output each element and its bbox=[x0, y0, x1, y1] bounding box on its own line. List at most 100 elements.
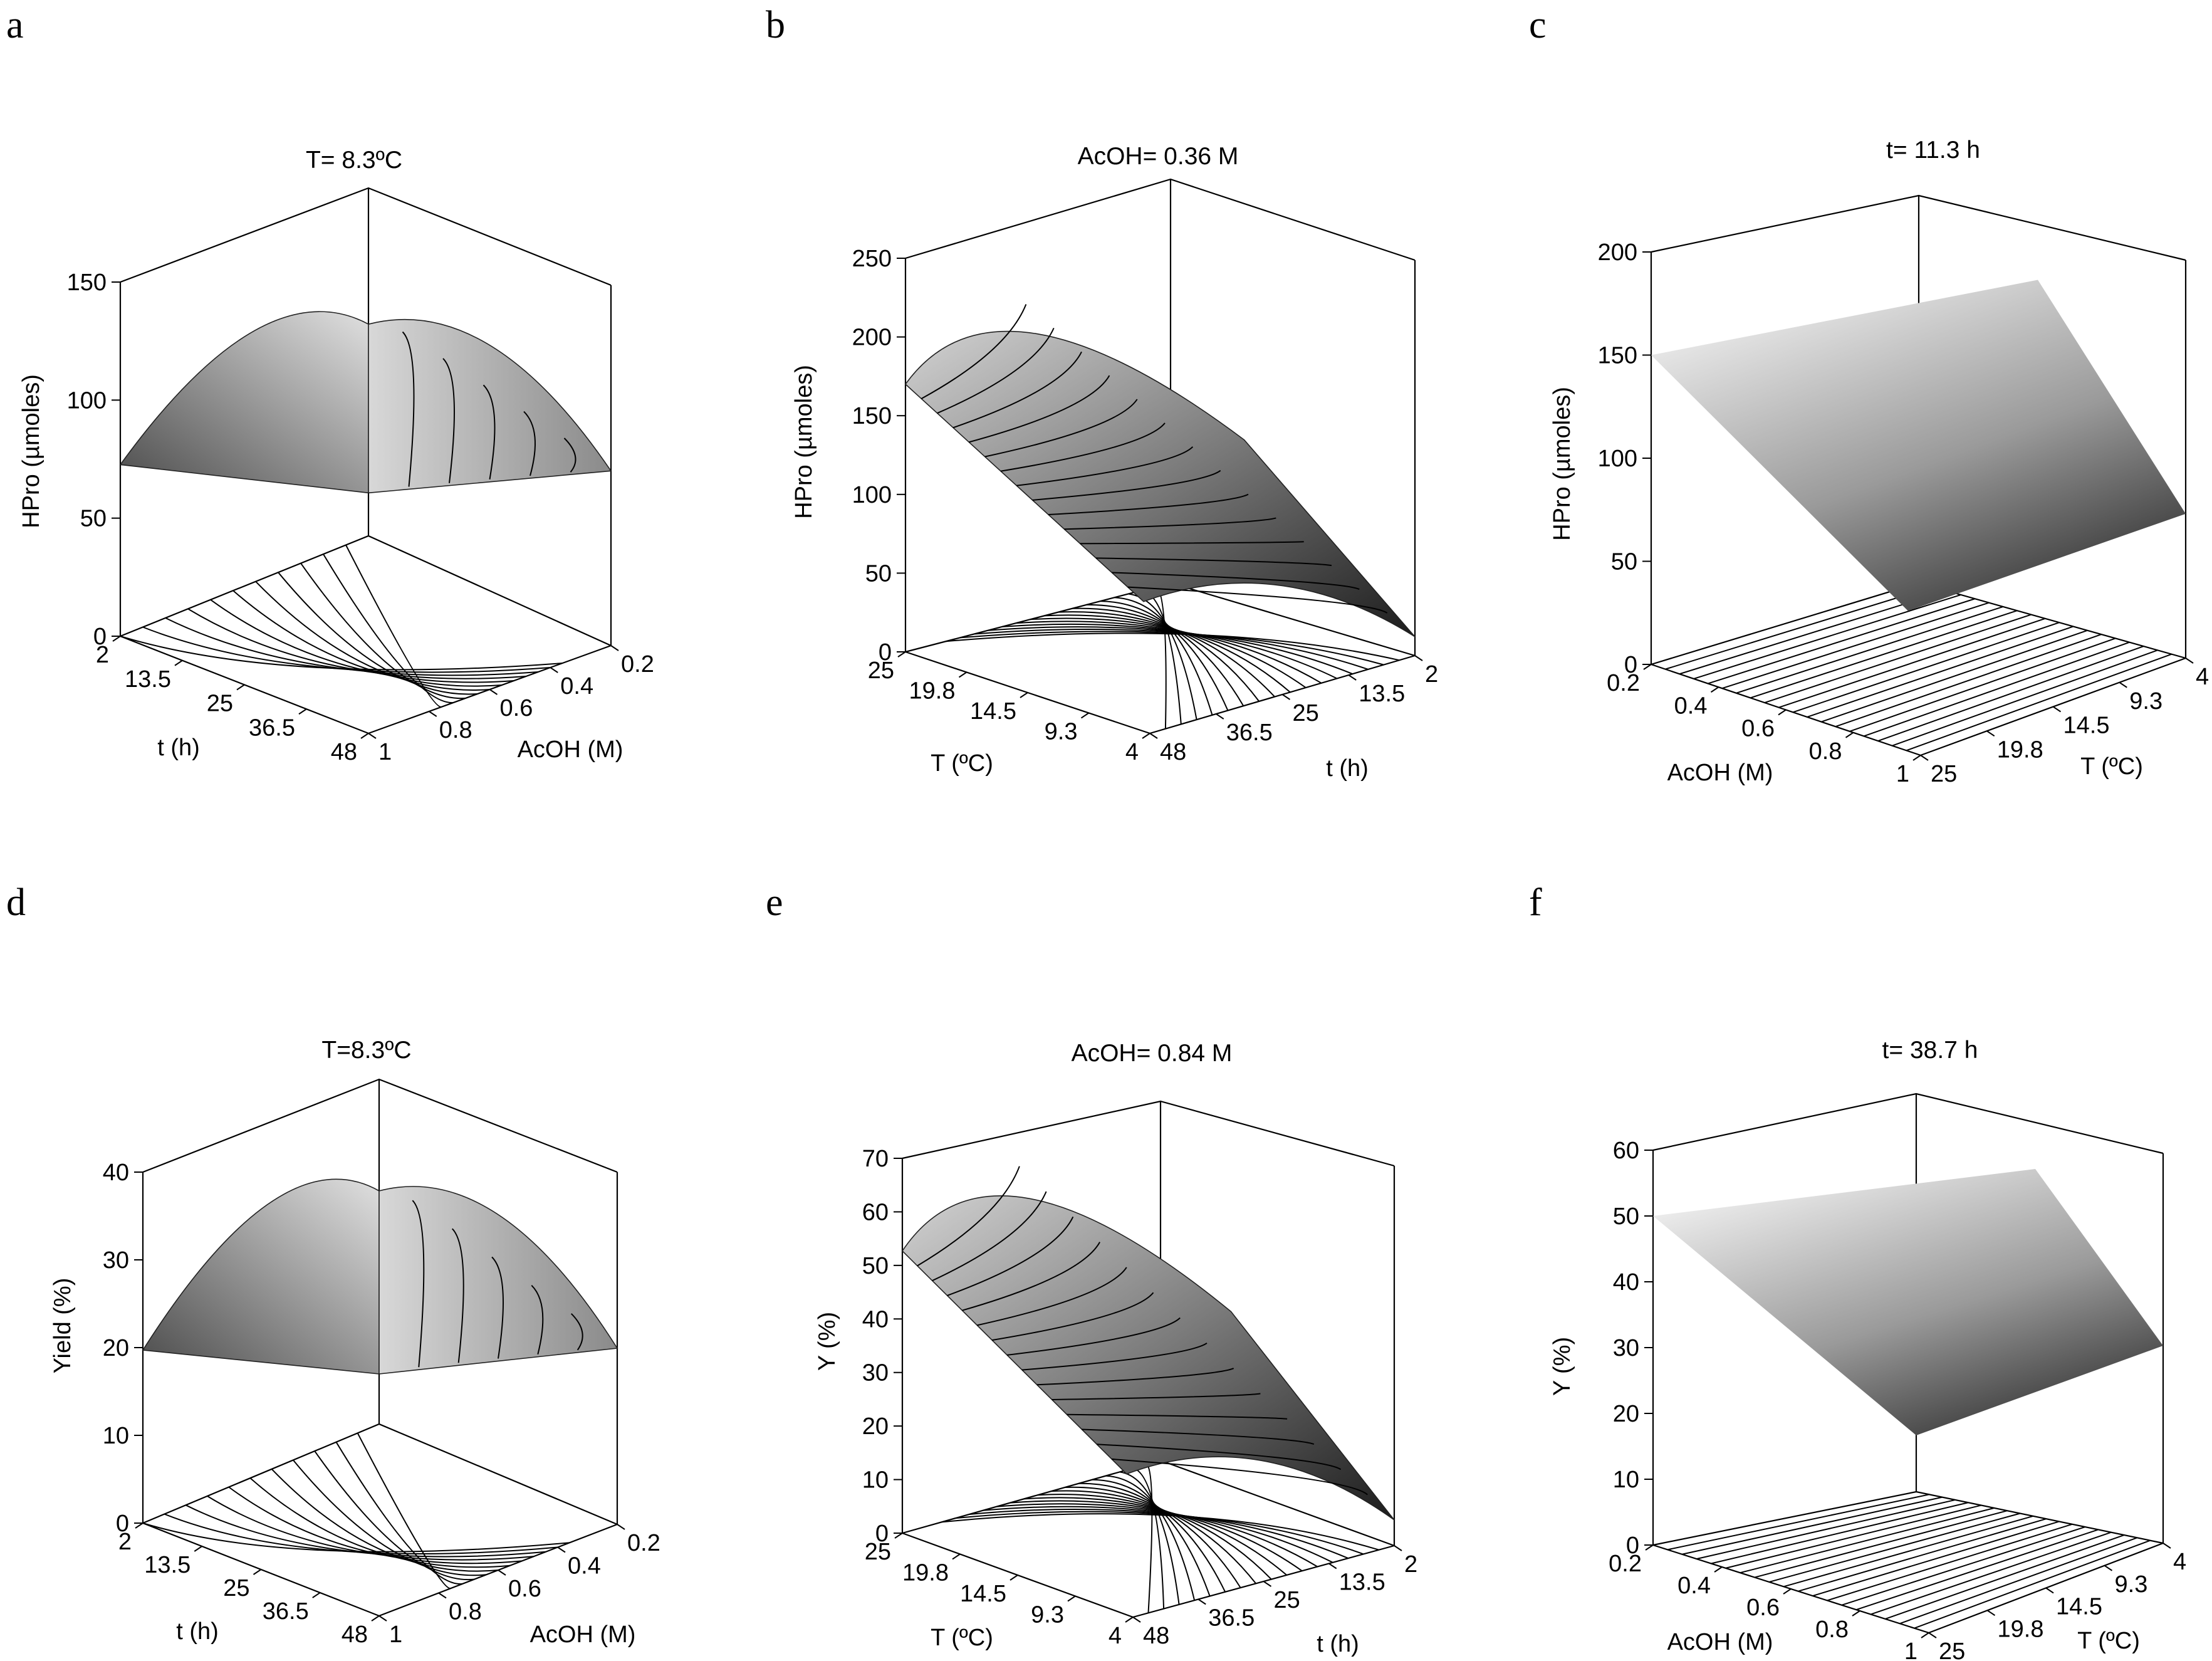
z-tick-label: 150 bbox=[852, 403, 892, 429]
left-axis-label: T (ºC) bbox=[931, 1625, 993, 1651]
z-tick-label: 20 bbox=[862, 1413, 889, 1440]
right-axis-tick-label: 0.4 bbox=[568, 1553, 601, 1580]
right-axis-tick-mark bbox=[2052, 706, 2062, 713]
contour-line bbox=[120, 636, 563, 671]
contour-line bbox=[210, 599, 514, 683]
right-axis-tick-label: 19.8 bbox=[1998, 1616, 2044, 1642]
floor-contours bbox=[142, 1432, 570, 1590]
right-axis-tick-mark bbox=[1216, 713, 1224, 720]
right-axis-tick-label: 1 bbox=[389, 1622, 402, 1648]
surface-contour bbox=[1112, 572, 1360, 590]
surface-contour bbox=[1036, 1368, 1234, 1386]
z-tick-label: 50 bbox=[862, 1253, 889, 1279]
z-tick-label: 50 bbox=[1611, 549, 1637, 575]
contour-line bbox=[1914, 1539, 2151, 1629]
contour-line bbox=[941, 1513, 1379, 1551]
left-axis-tick-mark bbox=[1783, 1588, 1792, 1595]
left-axis-tick-mark bbox=[1645, 1544, 1654, 1551]
right-axis-tick-label: 25 bbox=[1931, 761, 1957, 787]
right-axis-tick-label: 36.5 bbox=[1226, 720, 1273, 746]
contour-line bbox=[271, 1469, 499, 1572]
surface-contour bbox=[451, 1228, 464, 1363]
left-axis-tick-mark bbox=[1643, 664, 1652, 670]
z-axis-label: HPro (µmoles) bbox=[18, 374, 44, 528]
contour-line bbox=[1855, 1529, 2099, 1611]
floor-front-edges bbox=[120, 635, 612, 735]
left-axis-tick-label: 36.5 bbox=[263, 1598, 309, 1625]
surface-left-face bbox=[142, 1178, 380, 1375]
right-axis-tick-label: 4 bbox=[2196, 664, 2209, 690]
z-tick-label: 250 bbox=[852, 246, 892, 272]
surface-contour bbox=[917, 1166, 1020, 1267]
response-surface bbox=[1653, 1169, 2163, 1435]
right-axis-tick-mark bbox=[1328, 1563, 1337, 1569]
right-axis-tick-mark bbox=[1281, 694, 1291, 700]
right-axis-tick-label: 0.6 bbox=[500, 695, 533, 721]
contour-line bbox=[1849, 637, 2116, 732]
right-axis-tick-mark bbox=[2104, 1564, 2113, 1571]
right-axis-tick-mark bbox=[610, 645, 619, 651]
left-axis-tick-mark bbox=[360, 733, 369, 739]
left-axis-tick-label: 0.8 bbox=[1809, 738, 1842, 765]
left-axis-tick-mark bbox=[1921, 1632, 1929, 1638]
left-axis-tick-mark bbox=[1845, 731, 1854, 738]
left-axis-tick-label: 9.3 bbox=[1031, 1602, 1064, 1628]
right-axis-tick-mark bbox=[2162, 1543, 2171, 1549]
right-axis-tick-mark bbox=[1394, 1545, 1402, 1551]
contour-line bbox=[1133, 1467, 1165, 1609]
left-axis-tick-label: 1 bbox=[1896, 761, 1909, 787]
panel-letter: b bbox=[766, 4, 785, 46]
left-axis-tick-mark bbox=[1125, 1616, 1134, 1623]
right-axis-label: AcOH (M) bbox=[530, 1622, 636, 1648]
left-axis-tick-mark bbox=[1714, 1566, 1723, 1573]
panel-a: a T= 8.3ºC HPro (µmoles) t (h) AcOH (M) … bbox=[6, 4, 654, 765]
right-axis-tick-label: 13.5 bbox=[1339, 1569, 1385, 1596]
z-tick-label: 30 bbox=[862, 1360, 889, 1386]
response-surface bbox=[119, 311, 612, 494]
right-axis-tick-mark bbox=[1986, 730, 1995, 737]
panel-title: AcOH= 0.84 M bbox=[1072, 1040, 1233, 1067]
right-axis-tick-mark bbox=[1348, 674, 1357, 681]
contour-line bbox=[1696, 1499, 1956, 1560]
contour-line bbox=[207, 1496, 535, 1561]
surface-contour bbox=[1032, 469, 1221, 501]
box-top-edges bbox=[120, 187, 612, 286]
right-axis-tick-label: 48 bbox=[1143, 1623, 1169, 1649]
surface-contour bbox=[977, 1267, 1127, 1326]
right-axis-tick-label: 25 bbox=[1274, 1587, 1300, 1613]
left-axis-tick-mark bbox=[194, 1546, 202, 1552]
right-axis-tick-label: 2 bbox=[1425, 661, 1438, 688]
right-axis-tick-label: 0.8 bbox=[449, 1599, 482, 1625]
panel-title: t= 11.3 h bbox=[1886, 137, 1980, 164]
surface-contour bbox=[563, 438, 576, 473]
right-axis-tick-label: 0.6 bbox=[508, 1576, 541, 1602]
floor-contours bbox=[941, 1464, 1379, 1613]
response-surface bbox=[142, 1178, 618, 1375]
right-axis-label: t (h) bbox=[1317, 1631, 1359, 1657]
right-axis-tick-mark bbox=[378, 1615, 387, 1622]
right-axis-tick-label: 1 bbox=[378, 739, 392, 765]
left-axis-label: t (h) bbox=[176, 1618, 219, 1645]
surface-contour bbox=[402, 331, 415, 487]
z-tick-label: 150 bbox=[67, 270, 107, 296]
left-axis-tick-mark bbox=[894, 1533, 903, 1539]
contour-line bbox=[293, 1459, 487, 1576]
surface-contour bbox=[483, 384, 496, 479]
right-axis-tick-mark bbox=[550, 667, 558, 673]
contour-line bbox=[1812, 1521, 2060, 1597]
surface-face bbox=[901, 1195, 1395, 1521]
right-axis-tick-mark bbox=[489, 689, 498, 695]
surface-contour bbox=[1064, 517, 1276, 530]
right-axis-tick-mark bbox=[2185, 658, 2194, 664]
panel-letter: c bbox=[1529, 4, 1547, 46]
panel-c: c t= 11.3 h HPro (µmoles) AcOH (M) T (ºC… bbox=[1529, 4, 2209, 787]
right-axis-tick-label: 2 bbox=[1404, 1551, 1417, 1578]
contour-line bbox=[300, 563, 466, 700]
left-axis-tick-label: 0.8 bbox=[1815, 1616, 1849, 1643]
left-axis-tick-mark bbox=[1020, 692, 1028, 698]
panel-title: T= 8.3ºC bbox=[306, 147, 402, 174]
contour-line bbox=[1693, 594, 1961, 679]
contour-line bbox=[228, 1486, 523, 1564]
right-axis-tick-label: 48 bbox=[1160, 739, 1186, 765]
